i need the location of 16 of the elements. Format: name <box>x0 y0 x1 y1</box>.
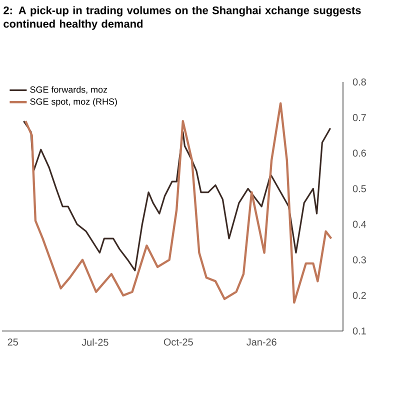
x-tick-label: Jul-25 <box>82 338 108 346</box>
y-tick-label: 0.5 <box>352 185 366 192</box>
y-tick-label: 0.7 <box>352 114 366 122</box>
y-tick-label: 0.1 <box>352 327 366 335</box>
x-tick-label: 25 <box>8 338 18 346</box>
legend-label: SGE spot, moz (RHS) <box>30 98 117 107</box>
x-tick-label: Jan-26 <box>246 338 276 346</box>
y-tick-label: 0.8 <box>352 78 366 86</box>
y-tick-label: 0.2 <box>352 292 366 299</box>
y-tick-label: 0.3 <box>352 256 366 264</box>
x-tick-label: Oct-25 <box>164 338 193 346</box>
line-series <box>22 120 332 272</box>
y-tick-label: 0.4 <box>352 220 366 228</box>
chart-title: 2: A pick-up in trading volumes on the Shanghai xchange suggests continued healthy demand <box>4 6 361 30</box>
legend-label: SGE forwards, moz <box>30 86 108 94</box>
y-tick-label: 0.6 <box>352 150 366 157</box>
